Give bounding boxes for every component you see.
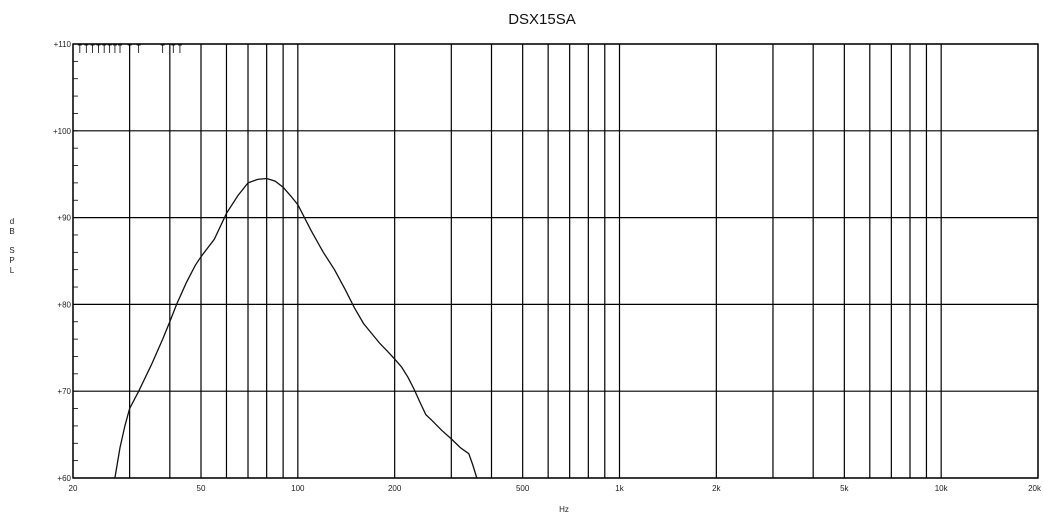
y-tick-label: +100 xyxy=(53,127,72,136)
y-tick-label: +80 xyxy=(57,300,71,309)
y-axis-label: dB SPL xyxy=(9,217,14,275)
y-axis-label-char: S xyxy=(9,246,14,255)
y-axis-label-char: P xyxy=(9,256,14,265)
chart-title: DSX15SA xyxy=(508,11,576,28)
x-tick-label: 2k xyxy=(712,484,721,493)
x-tick-label: 200 xyxy=(388,484,402,493)
y-axis-label-char: d xyxy=(10,217,14,226)
x-tick-label: 10k xyxy=(935,484,949,493)
x-tick-label: 5k xyxy=(840,484,849,493)
x-tick-label: 100 xyxy=(291,484,305,493)
plot-frame xyxy=(72,43,1039,479)
x-tick-label: 1k xyxy=(615,484,624,493)
x-tick-label: 20 xyxy=(69,484,78,493)
grid-lines xyxy=(72,43,1039,479)
x-tick-labels: 20 50 100 200 500 1k 2k 5k 10k 20k xyxy=(69,484,1042,493)
y-tick-label: +70 xyxy=(57,387,71,396)
y-tick-label: +90 xyxy=(57,214,71,223)
y-axis-label-char: L xyxy=(10,266,15,275)
top-markers xyxy=(77,44,182,53)
y-minor-ticks xyxy=(73,43,78,479)
series-line xyxy=(114,177,478,479)
x-tick-label: 50 xyxy=(197,484,206,493)
x-axis-label: Hz xyxy=(559,505,569,514)
y-axis-label-char: B xyxy=(9,227,14,236)
y-tick-labels: +60 +70 +80 +90 +100 +110 xyxy=(53,40,72,483)
y-tick-label: +110 xyxy=(54,40,72,49)
x-tick-label: 20k xyxy=(1028,484,1042,493)
y-tick-label: +60 xyxy=(57,474,71,483)
x-tick-label: 500 xyxy=(516,484,530,493)
